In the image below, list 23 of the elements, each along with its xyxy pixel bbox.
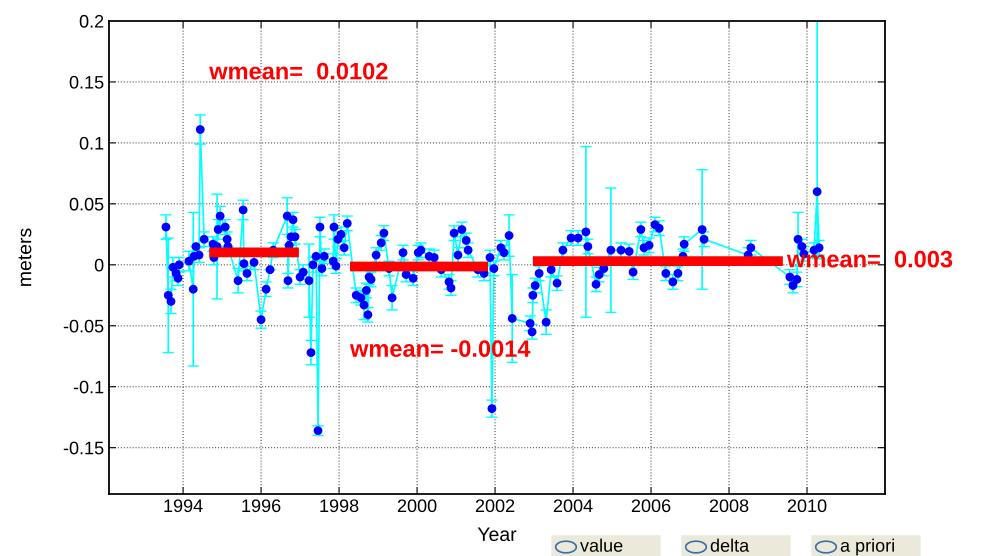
x-tick-label: 1998: [320, 499, 358, 512]
annotation: wmean= 0.0102: [209, 62, 388, 80]
text: delta: [710, 538, 750, 552]
x-tick-label: 2006: [632, 499, 670, 512]
x-tick-label: 2000: [398, 499, 436, 512]
text: a priori: [840, 538, 894, 556]
text: value: [580, 538, 622, 552]
y-tick-label: -0.15: [64, 442, 104, 454]
y-tick-label: 0: [94, 258, 104, 272]
x-tick-label: 2010: [788, 499, 826, 512]
x-tick-label: 2008: [710, 499, 748, 512]
y-tick-label: 0.2: [80, 14, 104, 28]
y-tick-label: -0.1: [74, 380, 104, 394]
y-tick-label: 0.15: [70, 76, 104, 89]
y-tick-label: -0.05: [64, 320, 104, 332]
y-axis-title: meters: [18, 228, 32, 286]
y-tick-label: 0.05: [70, 198, 104, 211]
y-tick-label: 0.1: [80, 136, 104, 150]
x-tick-label: 2004: [554, 499, 593, 512]
x-axis-title: Year: [478, 528, 516, 542]
x-tick-label: 2002: [476, 499, 514, 512]
x-tick-label: 1996: [242, 499, 280, 512]
x-tick-label: 1994: [164, 499, 203, 512]
